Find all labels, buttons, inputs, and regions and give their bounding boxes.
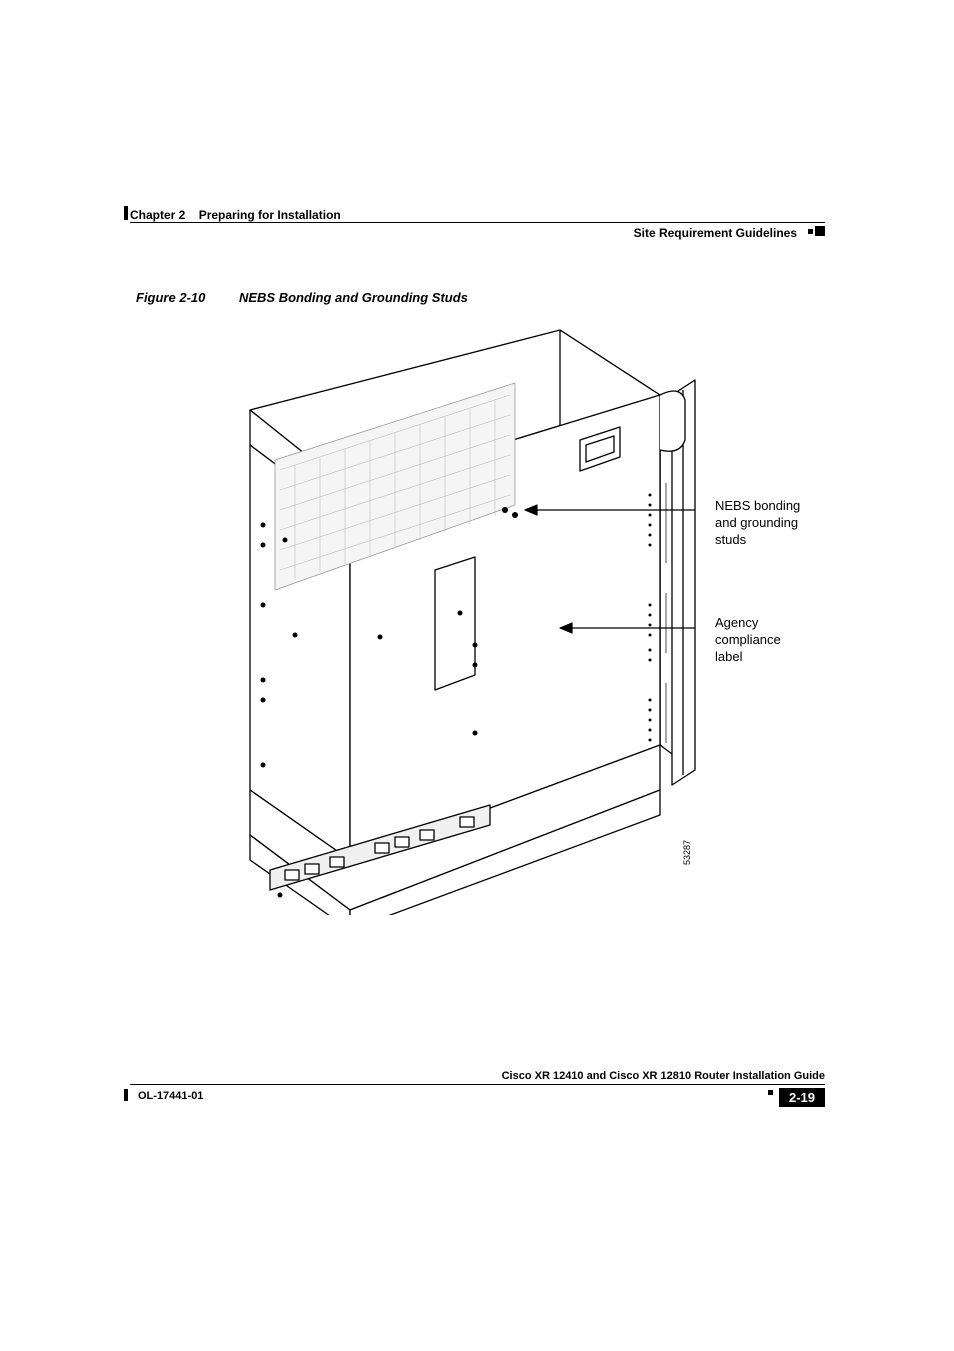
chassis-diagram — [120, 315, 700, 915]
guide-title: Cisco XR 12410 and Cisco XR 12810 Router… — [502, 1070, 825, 1082]
page-content: Chapter 2 Preparing for Installation Sit… — [130, 200, 825, 1120]
callout-agency: Agency compliance label — [715, 615, 781, 666]
document-number: OL-17441-01 — [138, 1090, 203, 1102]
chapter-heading: Chapter 2 Preparing for Installation — [130, 208, 341, 222]
figure-caption: Figure 2-10 NEBS Bonding and Grounding S… — [136, 290, 468, 305]
header-marker — [815, 226, 825, 236]
header-bar — [124, 206, 128, 220]
callout-nebs: NEBS bonding and grounding studs — [715, 498, 800, 549]
footer-marker — [768, 1090, 773, 1095]
page-header: Chapter 2 Preparing for Installation Sit… — [130, 200, 825, 230]
header-rule — [130, 222, 825, 223]
section-title: Site Requirement Guidelines — [634, 226, 797, 240]
figure-image-ref: 53287 — [682, 840, 692, 865]
footer-rule — [130, 1084, 825, 1085]
figure-title: NEBS Bonding and Grounding Studs — [239, 290, 468, 305]
page-number: 2-19 — [779, 1088, 825, 1107]
chapter-label: Chapter 2 — [130, 208, 185, 222]
figure-number: Figure 2-10 — [136, 290, 205, 305]
footer-bar — [124, 1089, 128, 1101]
chapter-title: Preparing for Installation — [199, 208, 341, 222]
header-marker-small — [808, 229, 813, 234]
